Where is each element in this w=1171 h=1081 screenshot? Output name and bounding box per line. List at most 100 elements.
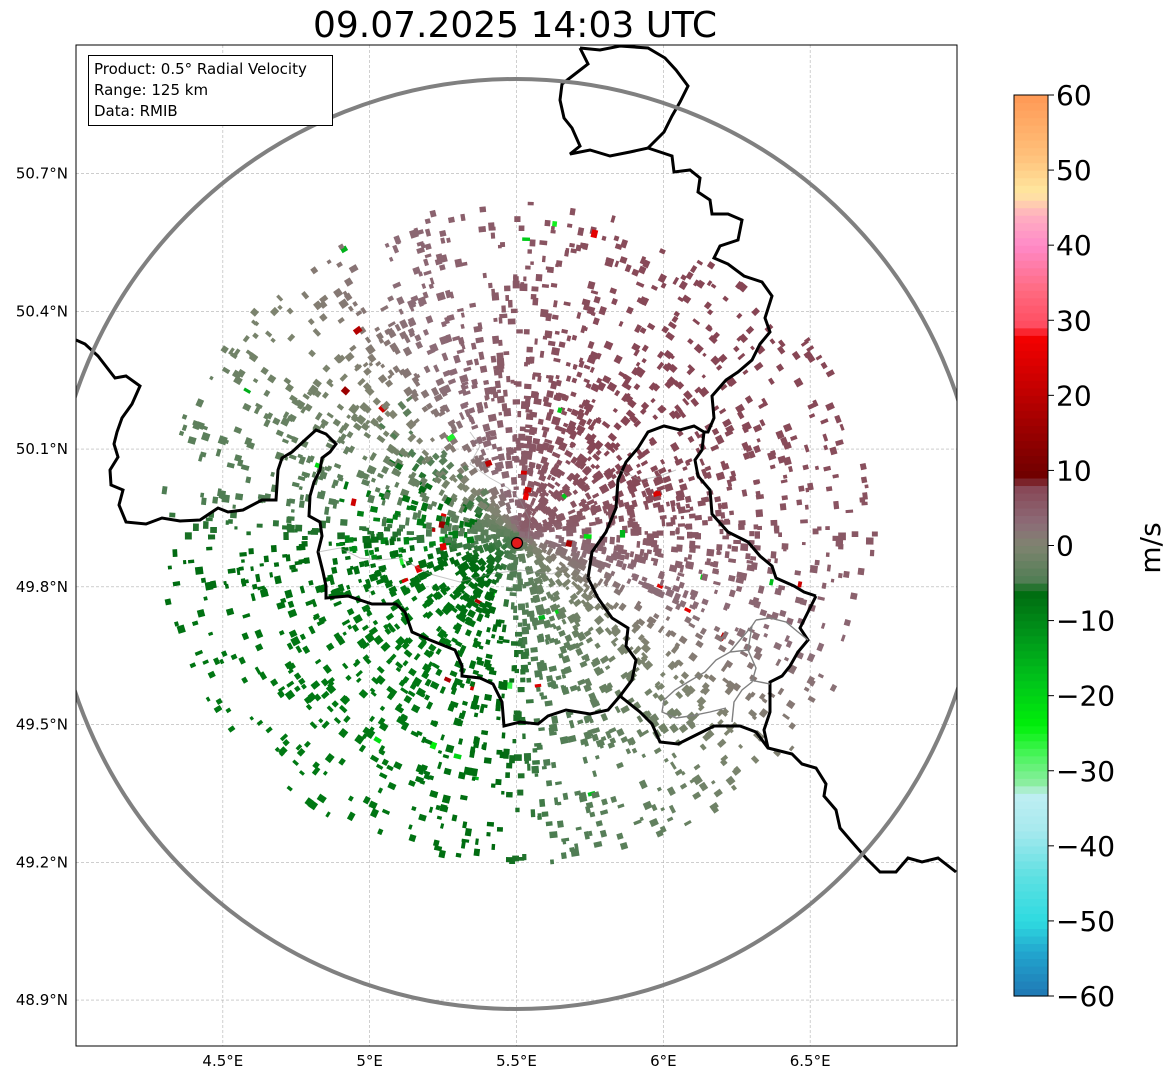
echo-bin [593,603,602,611]
echo-bin [454,570,462,576]
echo-bin [759,609,768,617]
echo-bin [324,753,335,764]
echo-bin [673,674,679,681]
echo-bin [595,449,602,456]
echo-bin [614,705,621,714]
echo-bin [496,716,501,721]
echo-bin [639,548,645,556]
echo-bin [532,297,539,306]
colorbar-segment [1014,553,1048,562]
echo-bin [286,785,293,792]
echo-bin [428,806,434,814]
colorbar-segment [1014,868,1048,877]
colorbar-segment [1014,605,1048,614]
echo-bin [430,386,440,397]
echo-bin [554,481,561,488]
colorbar-tick-label: −20 [1056,680,1115,713]
echo-bin [541,283,550,289]
echo-bin [288,454,297,461]
echo-bin [782,713,790,721]
echo-bin [504,285,511,292]
echo-bin [341,619,351,626]
echo-bin [598,483,610,495]
echo-bin [555,781,562,786]
echo-bin [422,328,430,336]
echo-bin [384,627,392,635]
echo-bin [761,698,768,704]
echo-bin [616,761,624,769]
echo-bin [611,580,621,590]
echo-bin [412,676,423,688]
echo-bin [362,535,371,543]
echo-bin [438,582,448,591]
colorbar-tick-label: −40 [1056,830,1115,863]
echo-bin [623,501,631,510]
echo-bin [744,692,754,702]
echo-bin [411,806,417,812]
echo-bin [692,614,701,622]
echo-bin [592,453,601,462]
echo-bin [741,489,748,497]
echo-bin [806,652,816,663]
echo-bin [479,206,487,213]
echo-bin [378,404,387,413]
echo-bin [534,683,542,688]
echo-bin [402,346,413,357]
colorbar-segment [1014,598,1048,607]
echo-bin [325,811,331,818]
echo-bin [570,545,578,553]
echo-bin [429,775,435,781]
echo-bin [526,623,531,630]
echo-bin [569,560,576,567]
echo-bin [530,261,534,265]
echo-bin [532,748,538,753]
echo-bin [306,390,313,397]
echo-bin [476,659,485,667]
echo-bin [611,297,618,306]
echo-bin [364,336,372,344]
echo-bin [514,631,523,637]
echo-bin [456,613,463,621]
echo-bin [820,361,828,370]
echo-bin [488,282,493,289]
echo-bin [318,718,324,724]
echo-bin [305,600,313,607]
echo-bin [478,464,485,472]
echo-bin [550,347,561,356]
echo-bin [299,494,305,501]
echo-bin [401,367,412,379]
echo-bin [320,418,329,426]
echo-bin [430,719,439,727]
echo-bin [698,386,710,398]
echo-bin [640,655,648,663]
echo-bin [631,268,640,277]
echo-bin [443,605,452,614]
echo-bin [551,761,557,769]
echo-bin [533,557,543,566]
echo-bin [555,459,563,466]
colorbar-segment [1014,537,1048,547]
echo-bin [374,326,381,332]
echo-bin [429,209,437,218]
x-tick-label: 4.5°E [202,1052,243,1070]
echo-bin [240,579,249,585]
echo-bin [502,513,512,523]
echo-bin [298,500,305,509]
echo-bin [464,827,472,837]
echo-bin [389,653,397,661]
echo-bin [475,838,479,845]
echo-bin [425,529,432,537]
echo-bin [308,802,315,809]
echo-bin [556,820,564,828]
echo-bin [681,684,692,694]
echo-bin [387,374,393,380]
echo-bin [674,768,684,777]
echo-bin [547,682,552,687]
echo-bin [374,487,381,493]
echo-bin [410,499,419,506]
colorbar-segment [1014,432,1048,441]
echo-bin [436,815,443,820]
echo-bin [435,377,445,387]
echo-bin [726,486,733,491]
echo-bin [507,318,516,325]
